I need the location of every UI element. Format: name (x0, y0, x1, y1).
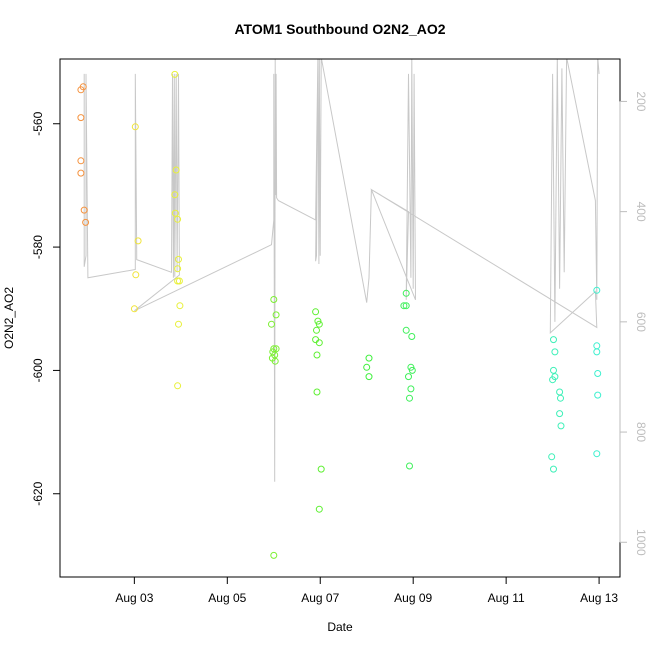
data-point (77, 169, 85, 177)
data-point (556, 410, 564, 418)
data-point (406, 394, 413, 402)
data-point (402, 326, 410, 334)
data-point (77, 157, 85, 165)
data-point (171, 70, 179, 78)
data-point (77, 114, 85, 122)
data-point (550, 336, 557, 344)
y2-tick-label: 400 (634, 202, 648, 222)
data-point (556, 388, 564, 396)
x-axis-label: Date (327, 620, 353, 634)
data-point (405, 373, 412, 381)
data-point (557, 394, 564, 402)
data-point (550, 465, 557, 473)
data-point (131, 123, 139, 131)
y2-tick-label: 1000 (634, 529, 648, 556)
data-point (593, 450, 601, 458)
points-layer (77, 70, 602, 559)
data-point (79, 83, 87, 91)
data-point (172, 166, 180, 174)
y-tick-label: -620 (31, 481, 45, 505)
data-point (407, 385, 415, 393)
y-axis-label: O2N2_AO2 (2, 287, 16, 349)
data-point (313, 351, 321, 359)
x-tick-label: Aug 07 (301, 591, 339, 605)
data-point (594, 391, 602, 399)
chart-title: ATOM1 Southbound O2N2_AO2 (234, 21, 445, 37)
data-point (312, 308, 320, 316)
data-point (408, 366, 416, 374)
data-point (365, 373, 373, 381)
y-tick-label: -580 (31, 235, 45, 259)
data-point (549, 376, 557, 384)
data-point (272, 311, 280, 319)
data-point (402, 302, 410, 310)
data-point (365, 354, 373, 362)
x-tick-label: Aug 13 (580, 591, 618, 605)
data-point (313, 326, 320, 334)
y-tick-label: -600 (31, 358, 45, 382)
line-layer (83, 59, 600, 482)
data-point (176, 302, 184, 310)
data-point (593, 348, 601, 356)
data-point (315, 505, 323, 513)
y-axis: -560 -580 -600 -620 (31, 111, 61, 506)
data-point (550, 366, 557, 374)
data-point (268, 320, 275, 328)
data-point (315, 320, 323, 328)
data-point (551, 348, 559, 356)
data-point (406, 462, 413, 470)
data-point (408, 333, 416, 340)
data-point (134, 237, 142, 245)
data-point (557, 422, 565, 430)
data-point (548, 453, 556, 461)
data-point (270, 551, 278, 559)
data-point (594, 370, 602, 377)
data-point (402, 289, 410, 297)
y2-tick-label: 200 (634, 91, 648, 111)
data-point (271, 357, 279, 365)
data-point (175, 320, 182, 328)
data-point (174, 382, 182, 390)
data-point (171, 191, 179, 199)
data-point (270, 296, 278, 303)
x-tick-label: Aug 03 (115, 591, 153, 605)
y-tick-label: -560 (31, 111, 45, 135)
data-point (317, 465, 325, 473)
data-point (174, 265, 182, 273)
y2-tick-label: 800 (634, 422, 648, 442)
data-point (175, 277, 183, 285)
y2-axis-right: 200 400 600 800 1000 (619, 91, 648, 556)
x-axis: Aug 03 Aug 05 Aug 07 Aug 09 Aug 11 Aug 13 (115, 576, 618, 605)
data-point (80, 206, 88, 214)
data-point (363, 363, 371, 371)
data-point (313, 388, 321, 396)
data-point (315, 339, 323, 347)
data-point (400, 302, 408, 310)
data-point (132, 271, 140, 279)
x-tick-label: Aug 05 (208, 591, 246, 605)
data-point (174, 215, 182, 223)
plot-frame (59, 58, 621, 578)
x-tick-label: Aug 11 (488, 591, 525, 605)
x-tick-label: Aug 09 (394, 591, 432, 605)
data-point (82, 218, 90, 226)
data-point (593, 342, 601, 350)
data-point (171, 209, 179, 217)
depth-line (83, 59, 600, 482)
data-point (175, 255, 182, 263)
y2-tick-label: 600 (634, 312, 648, 332)
data-point (130, 305, 138, 313)
data-point (593, 286, 601, 294)
